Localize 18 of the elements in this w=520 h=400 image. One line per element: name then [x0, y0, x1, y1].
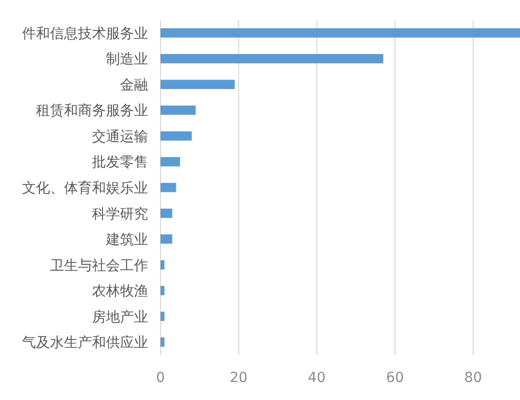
category: 制造业	[106, 52, 148, 68]
category: 房地产业	[92, 309, 148, 326]
xtick: 40	[308, 370, 326, 386]
xtick: 0	[156, 370, 165, 386]
category: 农林牧渔	[92, 284, 148, 300]
category: 租赁和商务服务业	[36, 103, 148, 120]
category: 金融	[120, 77, 148, 94]
category: 交通运输	[92, 128, 148, 145]
category: 件和信息技术服务业	[22, 26, 148, 42]
category: 文化、体育和娱乐业	[22, 180, 148, 196]
category: 卫生与社会工作	[50, 258, 148, 274]
xtick: 80	[464, 370, 482, 386]
category: 批发零售	[92, 154, 148, 171]
xtick: 60	[386, 370, 404, 386]
category: 建筑业	[106, 232, 148, 248]
xtick: 20	[230, 370, 248, 386]
category: 科学研究	[92, 206, 148, 222]
category: 气及水生产和供应业	[22, 335, 148, 352]
